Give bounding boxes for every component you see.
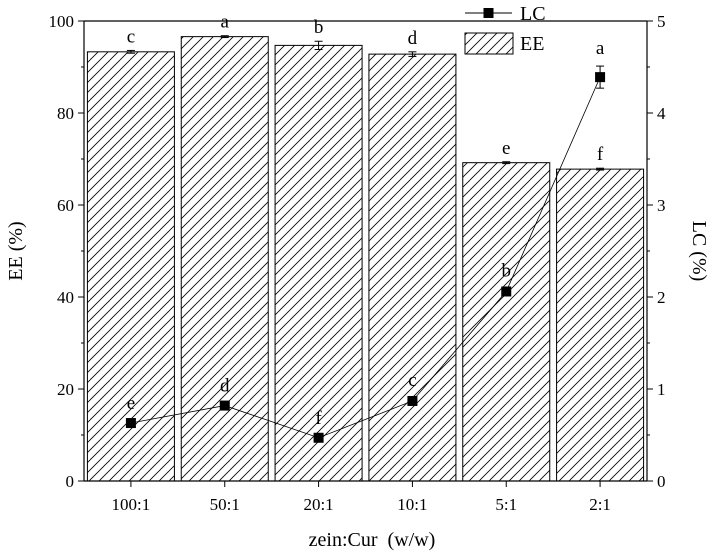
y-left-tick-label-1: 20 — [57, 380, 74, 399]
x-tick-label-3: 10:1 — [397, 495, 427, 514]
sig-label-ee-0: c — [127, 26, 135, 47]
y-left-tick-label-2: 40 — [57, 288, 74, 307]
y-right-axis-title: LC (%) — [688, 221, 710, 282]
x-tick-label-5: 2:1 — [589, 495, 611, 514]
point-lc-3 — [407, 395, 418, 406]
legend-lc-label: LC — [520, 3, 546, 25]
point-lc-2 — [313, 432, 324, 443]
sig-label-ee-5: f — [597, 144, 604, 165]
sig-label-lc-4: b — [502, 261, 512, 282]
point-lc-1 — [219, 400, 230, 411]
x-axis-title: zein:Cur (w/w) — [309, 529, 436, 551]
y-right-tick-label-3: 3 — [657, 196, 666, 215]
sig-label-lc-3: c — [408, 370, 416, 391]
y-right-tick-label-2: 2 — [657, 288, 666, 307]
x-tick-label-2: 20:1 — [303, 495, 333, 514]
sig-label-ee-1: a — [221, 12, 230, 33]
y-left-axis-title: EE (%) — [5, 221, 27, 280]
line-lc — [130, 76, 601, 439]
sig-label-lc-2: f — [315, 408, 322, 429]
y-right-tick-label-4: 4 — [657, 104, 666, 123]
sig-label-ee-4: e — [502, 138, 510, 159]
bar-ee-5 — [556, 168, 645, 482]
sig-label-lc-5: a — [596, 38, 605, 59]
y-right-tick-label-1: 1 — [657, 380, 666, 399]
legend-ee-swatch — [464, 32, 514, 55]
point-lc-0 — [125, 418, 136, 429]
legend-ee-label: EE — [520, 33, 544, 55]
bar-ee-1 — [180, 36, 269, 482]
y-left-tick-label-0: 0 — [66, 472, 75, 491]
y-right-tick-label-5: 5 — [657, 12, 666, 31]
x-tick-label-0: 100:1 — [112, 495, 151, 514]
legend-lc-marker — [483, 8, 494, 18]
y-left-tick-label-5: 100 — [49, 12, 75, 31]
point-lc-4 — [501, 286, 512, 297]
y-left-tick-label-4: 80 — [57, 104, 74, 123]
x-tick-label-1: 50:1 — [210, 495, 240, 514]
sig-label-ee-2: b — [314, 17, 324, 38]
x-tick-label-4: 5:1 — [495, 495, 517, 514]
bar-ee-4 — [462, 162, 551, 482]
sig-label-lc-0: e — [127, 393, 135, 414]
sig-label-ee-3: d — [408, 28, 418, 49]
y-right-tick-label-0: 0 — [657, 472, 666, 491]
y-left-tick-label-3: 60 — [57, 196, 74, 215]
bar-ee-0 — [86, 51, 175, 482]
point-lc-5 — [595, 72, 606, 83]
bar-ee-3 — [368, 53, 457, 482]
sig-label-lc-1: d — [220, 376, 230, 397]
